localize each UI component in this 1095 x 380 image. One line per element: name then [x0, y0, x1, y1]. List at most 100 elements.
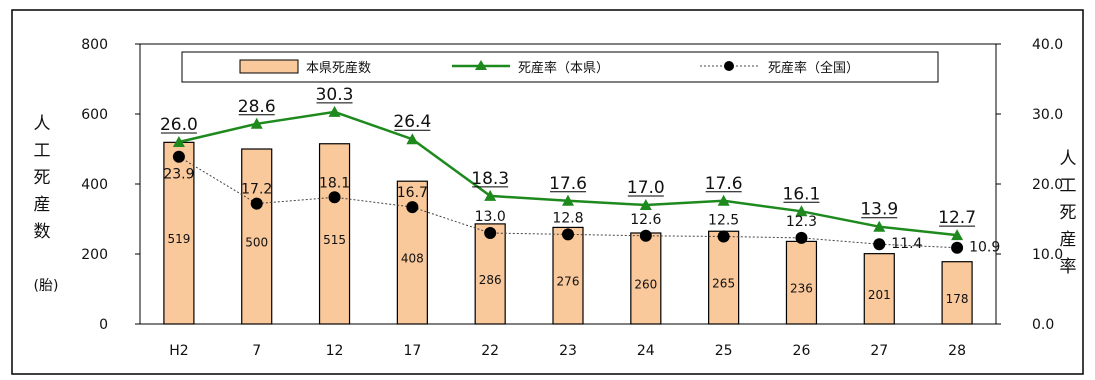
category-label: 23	[559, 343, 577, 359]
prefecture-rate-label: 17.6	[549, 174, 587, 194]
category-label: H2	[169, 343, 188, 359]
legend-box	[181, 51, 939, 83]
prefecture-rate-label: 12.7	[938, 208, 976, 228]
right-axis-char-3: 産	[1060, 230, 1077, 250]
national-rate-point	[795, 231, 808, 244]
bar	[241, 148, 273, 325]
right-tick-label: 40.0	[1032, 37, 1063, 53]
prefecture-rate-label: 30.3	[316, 85, 354, 105]
category-label: 27	[870, 343, 888, 359]
national-rate-label: 18.1	[319, 175, 350, 191]
national-rate-point	[951, 241, 964, 254]
left-tick-label: 200	[81, 247, 108, 263]
prefecture-rate-point	[172, 136, 185, 147]
national-rate-label: 12.6	[630, 212, 661, 228]
legend: 本県死産数 死産率（本県） 死産率（全国）	[181, 51, 939, 83]
national-rate-label: 17.2	[241, 182, 272, 198]
bar-value-label: 500	[245, 236, 268, 250]
prefecture-rate-point	[562, 194, 574, 206]
prefecture-rate-label: 28.6	[238, 97, 276, 117]
bar-value-label: 515	[323, 233, 346, 247]
right-tick-label: 10.0	[1032, 247, 1063, 263]
national-rate-point	[484, 227, 497, 239]
bar-value-label: 260	[634, 278, 657, 292]
bar	[708, 230, 740, 325]
prefecture-rate-point	[717, 194, 730, 206]
axes-layer: 0 200 400 600 800 0.0 10.0 20.0 30.0 40.0 H2 7 12 17 2…	[81, 37, 1063, 359]
right-axis-char-0: 人	[1060, 149, 1077, 169]
prefecture-rate-label: 17.0	[627, 178, 665, 198]
bar-value-label: 286	[479, 273, 502, 287]
bar	[863, 253, 895, 325]
bar-value-label: 408	[401, 252, 424, 266]
bar	[552, 226, 584, 325]
prefecture-rate-point	[639, 199, 652, 210]
category-label: 25	[715, 343, 733, 359]
national-rate-label: 23.9	[163, 167, 194, 183]
prefecture-rate-point	[406, 133, 419, 145]
left-tick-label: 800	[81, 37, 108, 53]
left-axis-char-4: 数	[34, 222, 51, 242]
prefecture-rate-label: 26.4	[393, 112, 431, 132]
category-label: 24	[637, 343, 655, 359]
national-rate-label: 13.0	[475, 209, 506, 225]
national-rate-point	[406, 201, 419, 214]
prefecture-rate-point	[873, 220, 886, 232]
bar	[474, 223, 506, 325]
left-axis-char-3: 産	[34, 195, 51, 215]
national-rate-point	[250, 197, 263, 210]
national-rate-point	[328, 191, 341, 204]
prefecture-rate-label: 18.3	[471, 169, 509, 189]
prefecture-rate-label: 13.9	[860, 200, 898, 220]
legend-label-national: 死産率（全国）	[768, 60, 859, 76]
left-axis-char-2: 死	[34, 168, 51, 188]
prefecture-rate-label: 16.1	[783, 184, 821, 204]
left-axis-char-0: 人	[34, 114, 51, 134]
category-label: 7	[252, 343, 261, 359]
bar-value-label: 519	[167, 232, 190, 246]
category-label: 22	[481, 343, 499, 359]
national-rate-label: 16.7	[397, 185, 428, 201]
legend-swatch-bar	[239, 59, 299, 74]
right-axis-char-1: 工	[1060, 176, 1077, 196]
national-rate-point	[639, 229, 652, 242]
right-axis-title: 人 工 死 産 率	[1060, 149, 1077, 277]
bar	[785, 240, 818, 325]
left-axis-unit: (胎)	[34, 278, 59, 294]
bar-value-label: 201	[868, 288, 891, 302]
bar-value-label: 178	[946, 292, 969, 306]
national-rate-label: 10.9	[969, 240, 1000, 256]
national-rate-label: 12.3	[786, 214, 817, 230]
bar	[630, 232, 662, 325]
right-axis-char-4: 率	[1060, 257, 1077, 277]
category-label: 12	[326, 343, 344, 359]
left-tick-label: 600	[81, 107, 108, 123]
category-label: 26	[793, 343, 811, 359]
right-tick-label: 0.0	[1032, 317, 1054, 333]
prefecture-rate-point	[795, 205, 808, 217]
bar	[318, 143, 351, 325]
right-tick-label: 20.0	[1032, 177, 1063, 193]
left-axis-title: 人 工 死 産 数 (胎)	[34, 114, 59, 294]
bar-value-label: 276	[557, 275, 580, 289]
right-axis-char-2: 死	[1060, 203, 1077, 223]
national-rate-point	[562, 228, 574, 241]
national-rate-point	[717, 230, 730, 243]
bar	[941, 261, 973, 325]
left-axis-char-1: 工	[34, 141, 51, 161]
prefecture-rate-label: 17.6	[705, 174, 743, 194]
left-tick-label: 400	[81, 177, 108, 193]
prefecture-rate-point	[250, 117, 263, 129]
lines-layer	[172, 105, 964, 254]
legend-label-bar: 本県死産数	[306, 60, 371, 76]
category-label: 17	[403, 343, 421, 359]
bar-value-label: 236	[790, 282, 813, 296]
category-label: 28	[948, 343, 966, 359]
right-tick-label: 30.0	[1032, 107, 1063, 123]
national-rate-point	[172, 150, 185, 163]
legend-marker-circle	[724, 61, 734, 71]
national-rate-label: 11.4	[891, 236, 922, 252]
prefecture-rate-label: 26.0	[160, 115, 198, 135]
